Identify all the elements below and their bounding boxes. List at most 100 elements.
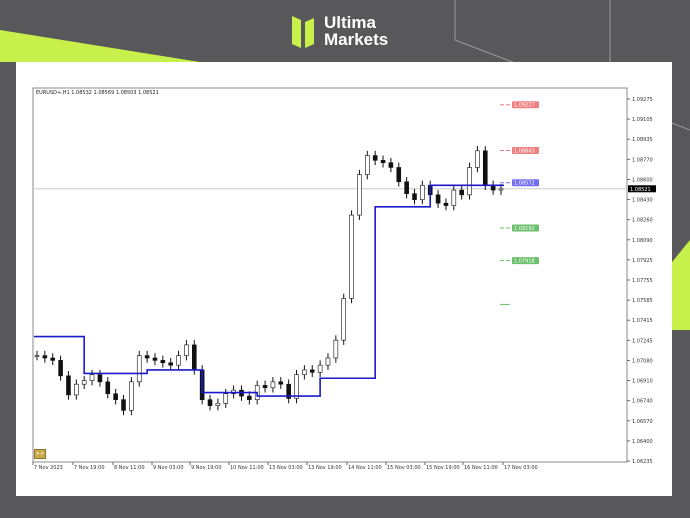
level-badge (512, 179, 539, 187)
x-tick-label: 9 Nov 19:00 (191, 465, 222, 471)
level-badge (512, 224, 539, 232)
level-label: 1.08572 (514, 181, 535, 187)
candle (176, 355, 181, 366)
candle (404, 181, 409, 194)
candle (286, 383, 291, 399)
logo-line2: Markets (324, 30, 389, 49)
candle (74, 383, 79, 396)
candle (443, 202, 449, 206)
candle (81, 380, 87, 385)
level-badge (512, 257, 539, 265)
y-tick-label: 1.06400 (632, 439, 653, 445)
candle (459, 189, 464, 196)
y-tick-label: 1.07415 (632, 318, 653, 324)
x-tick-label: 15 Nov 19:00 (426, 465, 460, 471)
y-tick-label: 1.07585 (632, 298, 653, 304)
candle (317, 364, 323, 373)
candle (160, 360, 166, 364)
candle (357, 174, 362, 216)
candle (482, 150, 488, 186)
candle (215, 402, 221, 406)
x-tick-label: 16 Nov 11:00 (464, 465, 498, 471)
scroll-end-button[interactable]: >> (34, 449, 46, 459)
current-price-badge (628, 185, 656, 193)
candle (262, 385, 268, 389)
step-indicator-line (34, 184, 504, 397)
x-tick-label: 17 Nov 03:00 (504, 465, 538, 471)
x-tick-label: 9 Nov 03:00 (153, 465, 184, 471)
y-tick-label: 1.06740 (632, 399, 653, 405)
candle (152, 357, 158, 361)
candle (144, 355, 150, 359)
candle (168, 362, 173, 366)
ultima-markets-logo: Ultima Markets (292, 14, 388, 48)
symbol-info: EURUSD+,H1 1.08532 1.08569 1.08503 1.085… (36, 90, 159, 96)
y-tick-label: 1.07080 (632, 358, 653, 364)
y-tick-label: 1.08600 (632, 177, 653, 183)
logo-mark-icon (292, 16, 314, 48)
candle (372, 155, 378, 161)
candle (136, 355, 142, 383)
candle (365, 155, 370, 175)
candle (58, 360, 63, 377)
x-tick-label: 13 Nov 03:00 (269, 465, 303, 471)
y-tick-label: 1.08770 (632, 157, 653, 163)
candle (467, 167, 472, 196)
candle (475, 150, 480, 168)
candle (388, 162, 394, 168)
y-tick-label: 1.06235 (632, 459, 653, 465)
candle (278, 381, 284, 385)
candle (341, 298, 347, 341)
candle (105, 381, 111, 395)
x-tick-label: 7 Nov 19:00 (74, 465, 105, 471)
y-tick-label: 1.07925 (632, 258, 653, 264)
candle (113, 393, 118, 400)
candle (396, 167, 402, 183)
candle (420, 185, 425, 200)
candle (270, 381, 276, 389)
level-badge (512, 101, 539, 109)
x-tick-label: 7 Nov 2023 (34, 465, 63, 471)
candle (42, 355, 48, 359)
candle (34, 355, 40, 357)
level-label: 1.09227 (514, 103, 535, 109)
candle (184, 344, 189, 356)
candle (325, 357, 331, 366)
candle (223, 393, 229, 404)
y-tick-label: 1.08090 (632, 238, 653, 244)
candle (451, 189, 457, 206)
candle (309, 369, 315, 373)
candle (207, 399, 213, 406)
candle (66, 375, 71, 396)
y-tick-label: 1.06910 (632, 379, 653, 385)
candle (498, 188, 504, 191)
logo-line1: Ultima (324, 13, 376, 32)
level-badge (512, 146, 539, 154)
candle (412, 193, 417, 200)
y-tick-label: 1.08935 (632, 137, 653, 143)
y-tick-label: 1.07245 (632, 338, 653, 344)
candle (302, 369, 307, 375)
candle (191, 344, 197, 371)
y-tick-label: 1.09275 (632, 97, 653, 103)
candle (50, 357, 56, 361)
candle (89, 374, 95, 381)
x-tick-label: 15 Nov 03:00 (387, 465, 421, 471)
x-tick-label: 10 Nov 11:00 (230, 465, 264, 471)
candle (349, 214, 354, 299)
candle (247, 395, 252, 400)
level-label: 1.08192 (514, 226, 535, 232)
x-tick-label: 14 Nov 11:00 (348, 465, 382, 471)
candle (129, 381, 134, 411)
y-tick-label: 1.08260 (632, 218, 653, 224)
x-tick-label: 13 Nov 19:00 (308, 465, 342, 471)
y-tick-label: 1.06570 (632, 419, 653, 425)
candle (97, 374, 103, 383)
x-tick-label: 8 Nov 11:00 (114, 465, 145, 471)
candle (121, 399, 126, 411)
y-tick-label: 1.09105 (632, 117, 653, 123)
level-label: 1.08843 (514, 148, 535, 154)
y-tick-label: 1.08430 (632, 198, 653, 204)
current-price-label: 1.08521 (630, 187, 651, 193)
